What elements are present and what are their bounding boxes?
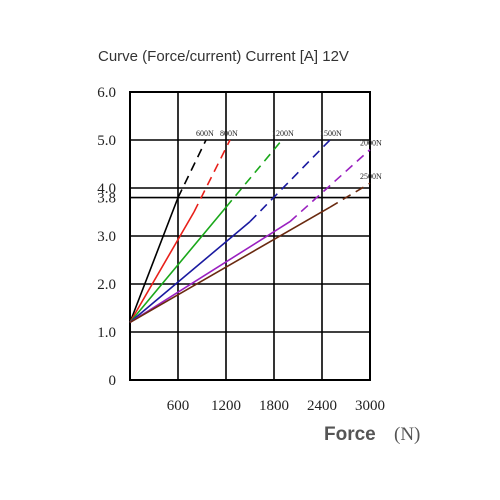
x-tick-label: 3000 xyxy=(355,398,385,414)
x-tick-label: 600 xyxy=(167,398,190,414)
x-axis-unit: (N) xyxy=(394,424,420,445)
series-label: 600N xyxy=(196,129,214,138)
series-line-solid xyxy=(129,220,291,324)
x-tick-label: 1200 xyxy=(211,398,241,414)
series-line-dashed xyxy=(177,139,207,198)
y-tick-label: 2.0 xyxy=(97,277,116,293)
series-label: 1200N xyxy=(272,129,294,138)
series-label: 2500N xyxy=(360,172,382,181)
y-tick-label: 1.0 xyxy=(97,325,116,341)
y-tick-label: 4.0 xyxy=(97,181,116,197)
series-labels: 600N 800N 1200N 1500N 2000N 2500N xyxy=(196,129,382,181)
series-lines xyxy=(129,139,371,324)
series-line-solid xyxy=(129,206,331,324)
y-tick-label: 5.0 xyxy=(97,133,116,149)
x-tick-labels: 600 1200 1800 2400 3000 xyxy=(167,398,385,414)
y-tick-label: 3.8 xyxy=(97,191,116,207)
y-tick-label: 6.0 xyxy=(97,85,116,101)
y-tick-label: 0 xyxy=(109,373,117,389)
series-line-dashed xyxy=(289,149,371,223)
chart-title: Curve (Force/current) Current [A] 12V xyxy=(98,48,349,65)
x-axis-label: Force xyxy=(324,424,376,445)
series-line-dashed xyxy=(329,182,371,208)
series-line-dashed xyxy=(249,139,331,223)
x-tick-label: 2400 xyxy=(307,398,337,414)
grid-lines xyxy=(130,92,370,380)
series-line-solid xyxy=(129,197,179,323)
series-label: 2000N xyxy=(360,139,382,148)
y-tick-label: 3.0 xyxy=(97,229,116,245)
series-line-dashed xyxy=(193,139,231,213)
series-line-solid xyxy=(129,211,195,323)
series-label: 800N xyxy=(220,129,238,138)
y-tick-labels: 0 1.0 2.0 3.0 3.84.0 5.0 6.0 xyxy=(97,85,116,389)
series-line-solid xyxy=(129,220,251,324)
x-tick-label: 1800 xyxy=(259,398,289,414)
series-line-solid xyxy=(129,206,227,323)
series-label: 1500N xyxy=(320,129,342,138)
